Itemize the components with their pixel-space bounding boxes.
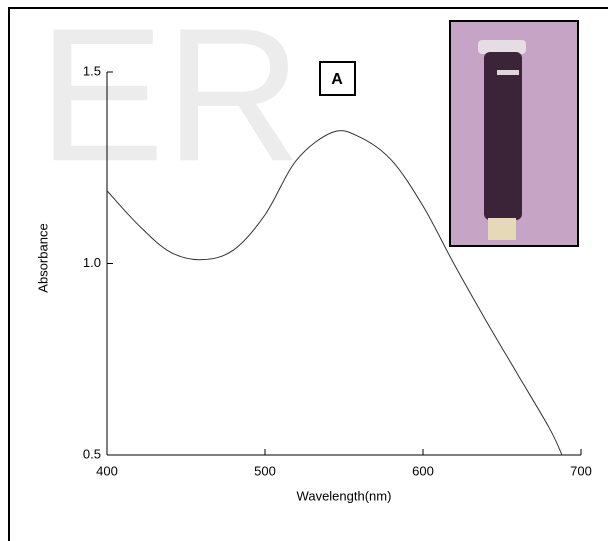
x-tick-label: 600 — [412, 463, 434, 478]
watermark: ER — [38, 0, 302, 201]
annotation-box — [319, 61, 356, 96]
x-tick-label: 400 — [96, 463, 118, 478]
y-tick-label: 1.5 — [83, 63, 101, 78]
inset-photo — [449, 20, 579, 247]
y-tick-label: 0.5 — [83, 446, 101, 461]
x-tick-label: 500 — [254, 463, 276, 478]
x-axis-label: Wavelength(nm) — [297, 488, 392, 503]
y-tick-label: 1.0 — [83, 255, 101, 270]
line — [106, 130, 563, 456]
annotation: A — [331, 71, 343, 88]
x-tick-label: 700 — [570, 463, 592, 478]
frame — [8, 7, 608, 541]
y-axis-label: Absorbance — [35, 223, 50, 292]
